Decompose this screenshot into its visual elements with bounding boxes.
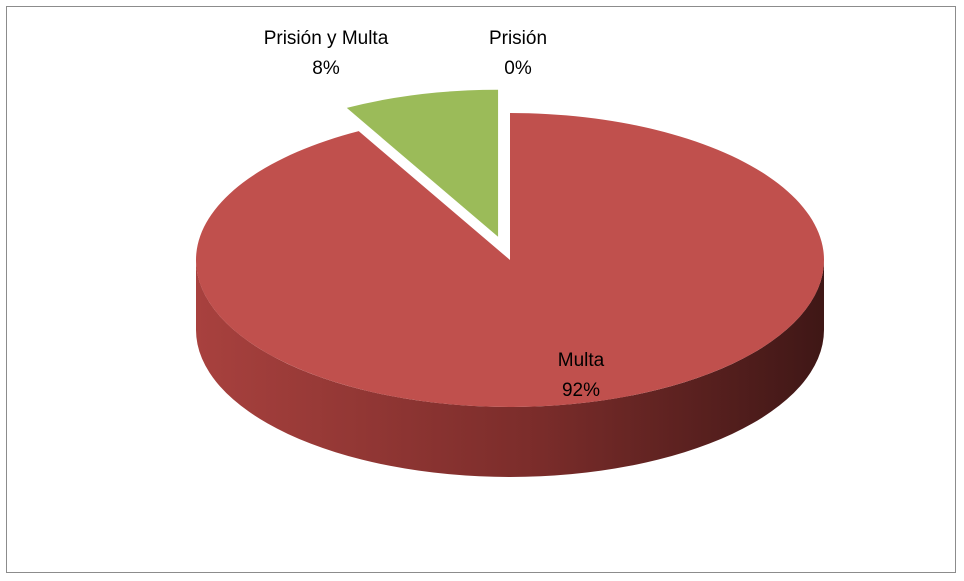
slice-multa [196,113,825,408]
pie-slices [196,89,825,477]
slice-prision-y-multa [346,89,499,237]
pie-labels: Multa 92% Prisión y Multa 8% Prisión 0% [264,28,605,401]
slice-side-multa [196,260,824,477]
slice-label-value: 8% [312,58,340,79]
slice-label-value: 92% [562,380,600,401]
slice-label-name: Prisión y Multa [264,28,389,49]
slice-label-name: Prisión [489,28,547,49]
slice-label-value: 0% [504,58,532,79]
slice-label-name: Multa [558,350,605,371]
